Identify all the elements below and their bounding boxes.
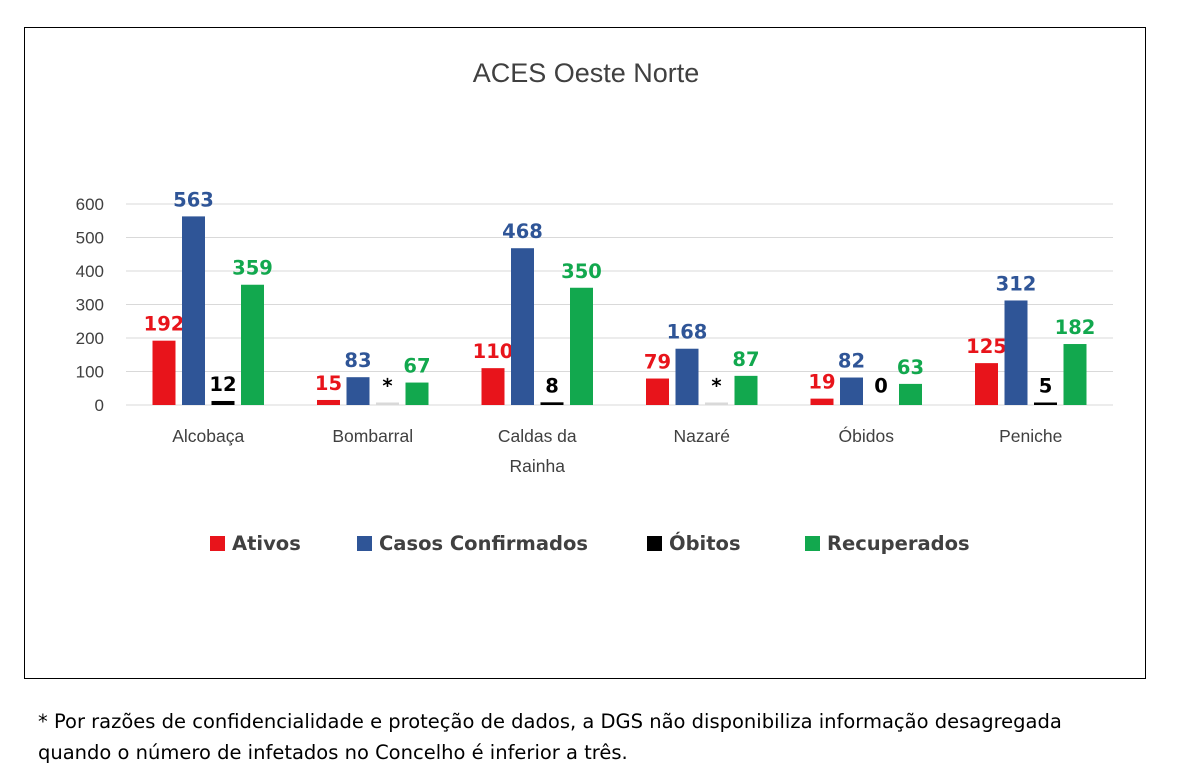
bar-ativos [481,368,505,405]
x-tick-label: Bombarral [332,426,413,446]
data-label: 312 [996,272,1037,295]
data-label: 87 [732,348,759,371]
y-tick-label: 200 [76,329,104,348]
legend-swatch [805,536,820,551]
bar-casos-confirmados [1004,300,1028,405]
y-tick-label: 500 [76,229,104,248]
footnote-line-1: * Por razões de confidencialidade e prot… [38,710,1062,733]
data-label: 0 [874,375,888,398]
data-label: 192 [144,313,185,336]
bar-óbitos [540,402,564,405]
x-tick-label: Óbidos [839,425,895,446]
legend-swatch [357,536,372,551]
x-tick-label: Alcobaça [172,426,244,446]
footnote: * Por razões de confidencialidade e prot… [38,706,1188,768]
x-tick-label: Peniche [999,426,1062,446]
legend-label: Recuperados [827,532,970,555]
bar-óbitos [1034,402,1057,405]
data-label: 182 [1055,316,1096,339]
chart-frame: ACES Oeste Norte 0 100 200 300 400 500 600 192 56… [24,27,1146,679]
legend-label: Ativos [232,532,301,555]
data-label: 359 [232,257,273,280]
legend-label: Óbitos [669,531,741,555]
bar-casos-confirmados [840,377,863,405]
data-label: 8 [545,374,559,397]
x-tick-label: Rainha [510,456,566,476]
bar-óbitos [376,402,399,405]
legend-swatch [210,536,225,551]
bar-ativos [646,378,669,405]
x-tick-label: Nazaré [674,426,730,446]
legend-label: Casos Confirmados [379,532,588,555]
data-label: 5 [1039,375,1053,398]
data-label: 125 [966,335,1007,358]
data-label: 110 [473,340,514,363]
data-label: 79 [644,351,671,374]
data-label: 82 [838,350,865,373]
y-tick-label: 300 [76,296,104,315]
bar-casos-confirmados [511,248,534,405]
bar-recuperados [734,375,758,405]
data-label: * [711,375,721,398]
bar-casos-confirmados [182,216,205,405]
y-tick-label: 100 [76,363,104,382]
bar-ativos [152,340,176,405]
bar-recuperados [899,383,922,405]
data-label: 168 [667,321,708,344]
x-tick-label: Caldas da [498,426,577,446]
bar-recuperados [241,284,264,405]
bar-ativos [975,363,998,405]
data-label: 19 [808,371,835,394]
bar-chart: ACES Oeste Norte010020030040050060019256… [76,58,1113,555]
bar-recuperados [405,382,429,405]
data-label: 563 [173,188,214,211]
y-tick-label: 400 [76,262,104,281]
footnote-line-2: quando o número de infetados no Concelho… [38,741,628,764]
bar-casos-confirmados [346,377,370,405]
data-label: 63 [897,356,924,379]
chart-title: ACES Oeste Norte [473,58,700,88]
y-tick-label: 600 [76,195,104,214]
bar-recuperados [570,287,593,405]
data-label: 12 [209,373,236,396]
bar-ativos [810,398,834,405]
legend-swatch [647,536,662,551]
data-label: 350 [561,260,602,283]
bar-casos-confirmados [675,348,699,405]
bar-ativos [317,399,340,405]
data-label: * [382,375,392,398]
bar-recuperados [1063,344,1087,405]
y-tick-label: 0 [95,396,104,415]
bar-óbitos [705,402,728,405]
data-label: 83 [344,349,371,372]
data-label: 468 [502,220,543,243]
data-label: 67 [403,355,430,378]
data-label: 15 [315,372,342,395]
bar-óbitos [211,400,235,405]
